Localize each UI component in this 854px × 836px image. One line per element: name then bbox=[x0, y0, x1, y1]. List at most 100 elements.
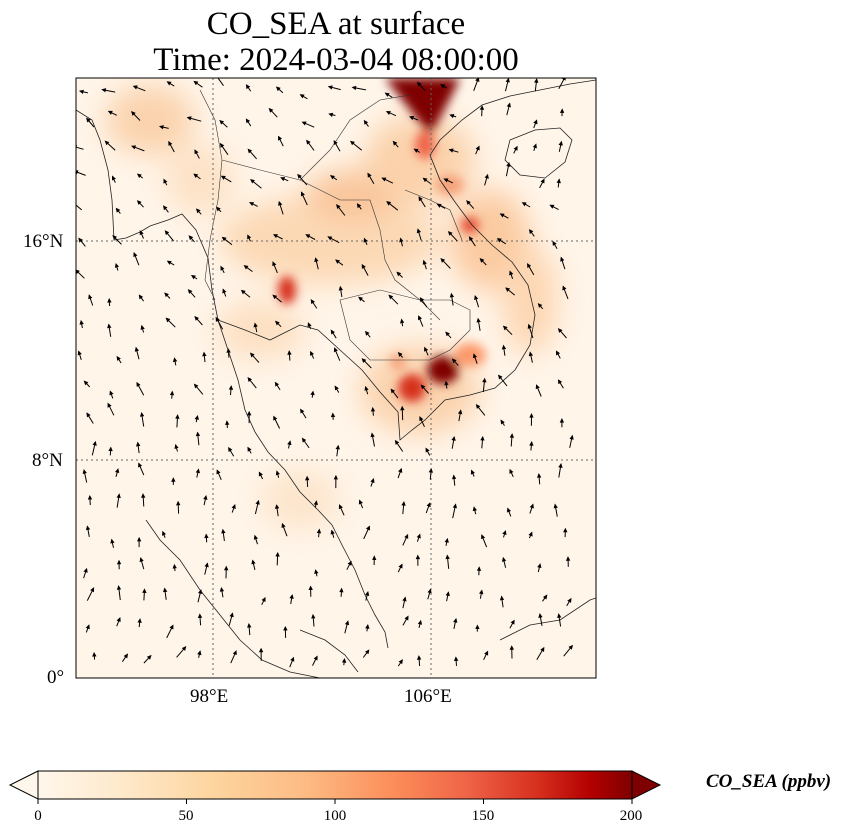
wind-vector-head bbox=[197, 650, 202, 656]
wind-vector-head bbox=[401, 501, 406, 506]
wind-vector-head bbox=[289, 594, 294, 599]
wind-vector-head bbox=[562, 285, 567, 291]
wind-vector-head bbox=[249, 202, 255, 207]
wind-vector-head bbox=[109, 390, 114, 396]
wind-vector-head bbox=[141, 493, 146, 498]
wind-vector-head bbox=[130, 111, 136, 116]
wind-vector-head bbox=[356, 203, 362, 209]
wind-vector-head bbox=[310, 350, 315, 356]
wind-vector-head bbox=[274, 320, 280, 326]
wind-vector-head bbox=[140, 324, 145, 330]
wind-vector-head bbox=[364, 330, 370, 336]
wind-vector-head bbox=[305, 475, 310, 481]
wind-vector-head bbox=[569, 434, 574, 440]
wind-vector-head bbox=[528, 531, 533, 537]
wind-vector-head bbox=[560, 256, 565, 262]
wind-vector-head bbox=[220, 265, 225, 271]
wind-vector-head bbox=[475, 403, 481, 409]
wind-vector-head bbox=[116, 585, 122, 590]
colorbar-extend-max bbox=[631, 770, 662, 800]
field-hotspots bbox=[278, 78, 486, 402]
wind-vector-head bbox=[567, 597, 572, 603]
wind-vector-head bbox=[107, 297, 112, 303]
map-subtitle-time: Time: 2024-03-04 08:00:00 bbox=[153, 42, 519, 78]
wind-vector-head bbox=[425, 447, 430, 453]
wind-vector-head bbox=[563, 527, 568, 533]
colorbar-tick-label-0: 0 bbox=[34, 808, 42, 824]
wind-vector-head bbox=[310, 390, 315, 396]
wind-vector-head bbox=[313, 655, 318, 661]
wind-vector-head bbox=[364, 385, 369, 391]
wind-vector-head bbox=[275, 551, 280, 557]
wind-vector-head bbox=[85, 624, 90, 630]
wind-vector-head bbox=[310, 299, 315, 305]
wind-vector-head bbox=[422, 259, 427, 265]
wind-vector-head bbox=[451, 358, 457, 364]
wind-vector-head bbox=[134, 346, 139, 352]
wind-vector-head bbox=[509, 468, 514, 474]
wind-vector-head bbox=[350, 140, 355, 146]
wind-vector-head bbox=[287, 440, 292, 446]
wind-vector-head bbox=[527, 323, 532, 329]
wind-vector-head bbox=[451, 474, 457, 480]
wind-vector-head bbox=[275, 470, 280, 476]
wind-vector-head bbox=[169, 390, 175, 396]
wind-vector-head bbox=[440, 84, 446, 89]
wind-vector-head bbox=[440, 257, 446, 263]
wind-vector-head bbox=[123, 653, 129, 659]
wind-vector-head bbox=[506, 507, 512, 513]
wind-vector-head bbox=[328, 112, 334, 118]
wind-vector-head bbox=[453, 656, 459, 662]
wind-vector-head bbox=[197, 613, 203, 619]
wind-vector-head bbox=[195, 431, 201, 437]
wind-vector-head bbox=[510, 619, 515, 625]
wind-vector-head bbox=[335, 444, 340, 450]
wind-vector-head bbox=[447, 231, 453, 236]
wind-vector-head bbox=[416, 81, 422, 87]
wind-vector-head bbox=[255, 499, 260, 505]
wind-vector-head bbox=[247, 446, 252, 452]
wind-vector-head bbox=[400, 405, 405, 411]
wind-vector-head bbox=[139, 230, 144, 236]
wind-vector-head bbox=[527, 263, 532, 269]
wind-vector-head bbox=[164, 292, 169, 298]
wind-vector-head bbox=[330, 529, 335, 535]
wind-vector-head bbox=[557, 379, 563, 385]
wind-vector-head bbox=[172, 563, 177, 569]
wind-vector-head bbox=[475, 78, 480, 82]
wind-vector-head bbox=[88, 294, 93, 300]
wind-vector-head bbox=[557, 613, 562, 619]
wind-vector-head bbox=[116, 617, 121, 623]
wind-vector-head bbox=[193, 173, 199, 179]
wind-vector-head bbox=[532, 143, 537, 149]
wind-vector-head bbox=[272, 294, 278, 300]
colorbar-extend-min bbox=[8, 770, 39, 800]
map-title: CO_SEA at surface bbox=[206, 6, 466, 42]
wind-vector-head bbox=[399, 237, 404, 243]
wind-vector-head bbox=[552, 240, 557, 246]
wind-vector-head bbox=[529, 503, 534, 509]
wind-vector-head bbox=[521, 202, 527, 207]
wind-vector-head bbox=[420, 384, 426, 390]
wind-vector-head bbox=[555, 350, 561, 356]
wind-vector-head bbox=[136, 200, 142, 205]
wind-vector-head bbox=[336, 203, 341, 209]
wind-vector-head bbox=[168, 140, 173, 146]
wind-vector-head bbox=[501, 556, 507, 562]
wind-vector-head bbox=[273, 415, 278, 421]
wind-vector-head bbox=[484, 650, 489, 656]
colorbar-gradient bbox=[38, 771, 632, 799]
wind-vector-head bbox=[449, 292, 455, 298]
wind-vector-head bbox=[249, 178, 255, 184]
wind-vector-head bbox=[338, 504, 343, 510]
map-frame bbox=[75, 77, 597, 679]
wind-vector-head bbox=[162, 587, 168, 593]
wind-vector-head bbox=[330, 412, 336, 418]
wind-vector-head bbox=[363, 237, 368, 243]
wind-vector-head bbox=[245, 118, 251, 124]
wind-vector-head bbox=[413, 148, 419, 153]
wind-vector-head bbox=[137, 618, 142, 623]
wind-vector-head bbox=[540, 646, 545, 652]
wind-vector-head bbox=[172, 357, 178, 363]
wind-vector-head bbox=[361, 358, 367, 363]
